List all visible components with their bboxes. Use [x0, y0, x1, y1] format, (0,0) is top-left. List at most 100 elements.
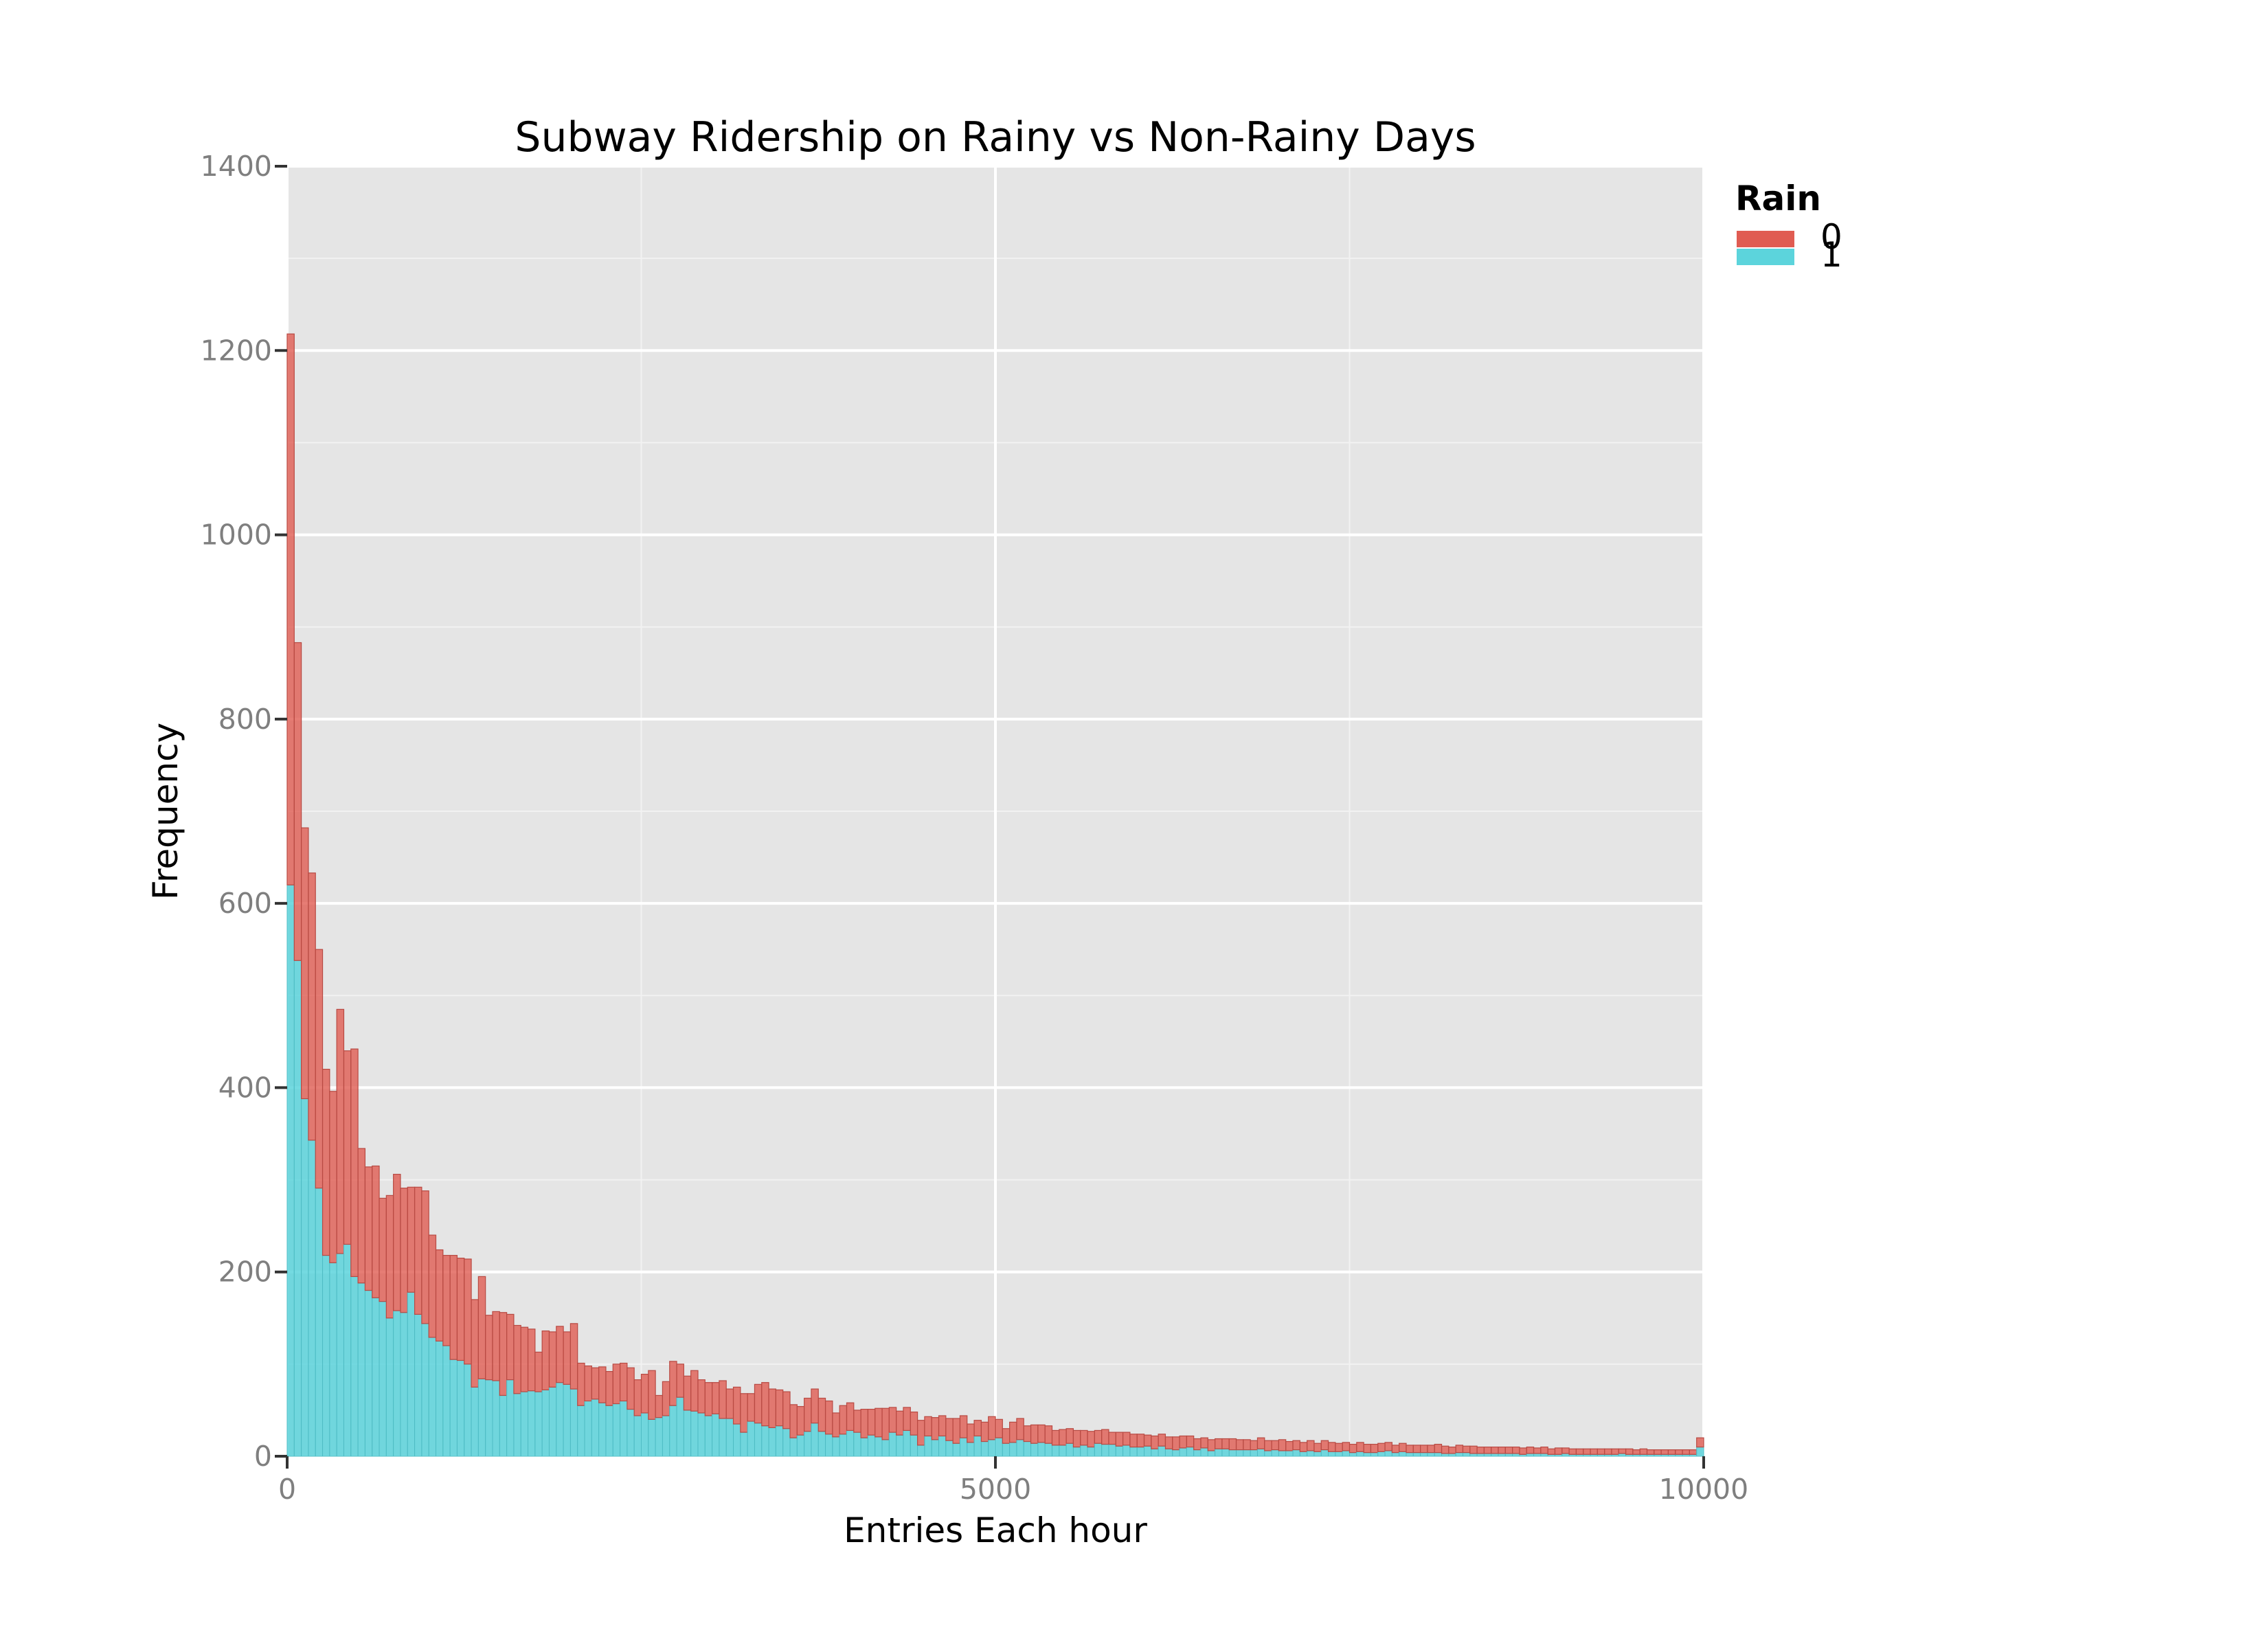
bar-series-0	[534, 1351, 543, 1392]
y-tick-label: 1400	[201, 150, 272, 183]
bar-series-0	[1568, 1448, 1577, 1455]
bar-series-1	[712, 1413, 720, 1457]
bar-series-1	[499, 1394, 508, 1457]
bar-series-1	[1215, 1448, 1223, 1457]
bar-series-0	[938, 1415, 947, 1437]
bar-series-1	[393, 1310, 401, 1457]
bar-series-0	[1434, 1443, 1443, 1453]
bar-series-1	[839, 1434, 847, 1457]
x-tick-label: 10000	[1659, 1473, 1748, 1506]
bar-series-0	[910, 1412, 918, 1436]
bar-series-0	[1483, 1446, 1492, 1454]
bar-series-0	[1115, 1432, 1124, 1447]
bar-series-1	[569, 1388, 578, 1457]
bar-series-1	[676, 1396, 684, 1457]
bar-series-0	[1660, 1449, 1669, 1455]
bar-series-0	[732, 1386, 741, 1425]
bar-series-1	[1051, 1445, 1060, 1457]
bar-series-0	[1349, 1443, 1357, 1453]
bar-series-0	[1540, 1446, 1548, 1454]
bar-series-1	[875, 1436, 883, 1457]
bar-series-0	[1618, 1448, 1627, 1454]
bar-series-0	[513, 1324, 521, 1394]
bar-series-1	[648, 1418, 656, 1457]
bar-series-1	[350, 1276, 359, 1457]
bar-series-0	[612, 1364, 621, 1405]
bar-series-0	[308, 872, 316, 1141]
bar-series-1	[1356, 1451, 1364, 1457]
bar-series-1	[888, 1432, 897, 1457]
bar-series-0	[888, 1407, 897, 1433]
bar-series-1	[1080, 1445, 1088, 1457]
bar-series-0	[1441, 1445, 1450, 1454]
bar-series-1	[591, 1399, 600, 1457]
bar-series-1	[556, 1382, 564, 1457]
bar-series-1	[464, 1364, 472, 1457]
bar-series-1	[1427, 1452, 1435, 1457]
bar-series-0	[605, 1370, 613, 1406]
bar-series-0	[1597, 1448, 1605, 1455]
bar-series-0	[1016, 1418, 1024, 1440]
bar-series-0	[315, 949, 324, 1189]
bar-series-1	[980, 1441, 989, 1457]
bar-series-0	[711, 1382, 720, 1414]
y-tick-label: 0	[254, 1440, 272, 1473]
bar-series-0	[1271, 1440, 1279, 1451]
bar-series-0	[627, 1367, 635, 1410]
bar-series-1	[506, 1379, 515, 1457]
bar-series-1	[846, 1429, 855, 1457]
bar-series-1	[789, 1437, 798, 1457]
bar-series-0	[591, 1367, 600, 1400]
bar-series-0	[916, 1420, 925, 1446]
bar-series-0	[1143, 1434, 1152, 1447]
bar-series-0	[1604, 1448, 1612, 1455]
axes: 0 200 400 600 800 1000 1200 1400 0 5000 10000	[201, 150, 1749, 1506]
x-axis-label: Entries Each hour	[844, 1510, 1147, 1550]
bar-series-0	[775, 1389, 784, 1427]
bar-series-1	[1193, 1449, 1202, 1457]
bar-series-0	[293, 642, 302, 961]
bar-series-1	[357, 1282, 365, 1457]
bar-series-0	[1009, 1421, 1017, 1443]
bar-series-0	[1264, 1440, 1272, 1451]
bar-series-0	[1207, 1439, 1216, 1451]
bar-series-0	[952, 1418, 961, 1444]
bar-series-1	[1115, 1445, 1124, 1457]
bar-series-0	[754, 1383, 763, 1424]
bar-series-0	[1221, 1438, 1230, 1449]
bar-series-1	[804, 1431, 812, 1457]
bar-series-1	[1037, 1442, 1046, 1457]
bar-series-0	[400, 1188, 408, 1313]
bar-series-0	[1122, 1432, 1131, 1446]
bar-series-1	[1002, 1442, 1011, 1457]
bar-series-0	[1080, 1429, 1088, 1446]
bar-series-1	[1108, 1444, 1116, 1457]
bar-series-1	[917, 1445, 925, 1457]
bar-series-1	[1328, 1451, 1336, 1457]
bar-series-1	[1512, 1453, 1520, 1457]
bar-series-1	[910, 1434, 918, 1457]
bar-series-1	[286, 884, 295, 1457]
bar-series-1	[825, 1434, 833, 1457]
bar-series-0	[1087, 1431, 1095, 1448]
bar-series-1	[620, 1401, 628, 1457]
bar-series-1	[817, 1431, 826, 1457]
bar-series-1	[372, 1297, 380, 1457]
bar-series-0	[357, 1148, 366, 1284]
bar-series-0	[1639, 1448, 1648, 1455]
bar-series-0	[442, 1254, 451, 1346]
bar-series-0	[336, 1008, 345, 1254]
bar-series-0	[804, 1397, 812, 1432]
bar-series-1	[867, 1434, 876, 1457]
bar-series-0	[867, 1408, 876, 1436]
bar-series-1	[1391, 1452, 1400, 1457]
bar-series-1	[1342, 1450, 1350, 1457]
bar-series-0	[1399, 1442, 1407, 1452]
bar-series-0	[725, 1388, 734, 1419]
bar-series-0	[789, 1404, 798, 1438]
y-tick-label: 1200	[201, 334, 272, 367]
bar-series-0	[1002, 1428, 1011, 1444]
bar-series-1	[952, 1442, 960, 1457]
x-tick-label: 0	[278, 1473, 296, 1506]
bar-series-1	[1370, 1452, 1379, 1457]
